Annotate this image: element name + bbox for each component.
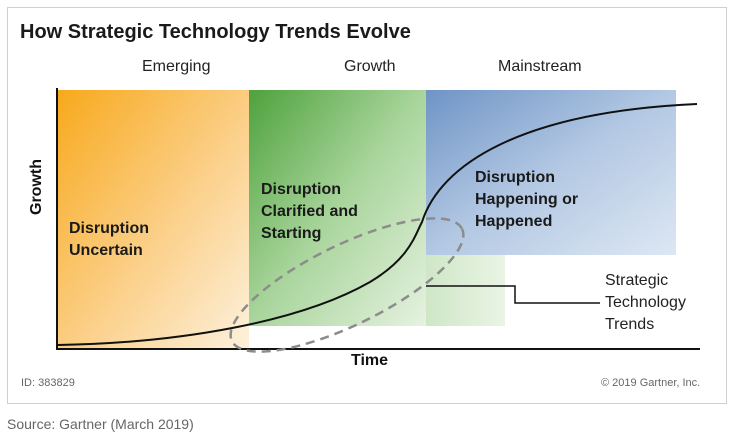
trend-curve [57, 103, 698, 346]
transition-ellipse [229, 217, 465, 353]
callout-leader [426, 285, 600, 304]
footer-copyright: © 2019 Gartner, Inc. [601, 377, 701, 389]
zone-growth [249, 90, 426, 326]
source-caption: Source: Gartner (March 2019) [7, 416, 194, 432]
zone-mainstream [426, 90, 676, 255]
callout-label: Strategic Technology Trends [605, 272, 686, 333]
y-axis-label: Growth [28, 159, 45, 215]
diagram-title: How Strategic Technology Trends Evolve [20, 21, 411, 43]
zone-label-clarified: Disruption Clarified and Starting [261, 181, 358, 242]
phase-mainstream: Mainstream [498, 58, 582, 75]
phase-growth: Growth [344, 58, 396, 75]
footer-id: ID: 383829 [21, 377, 75, 389]
phase-emerging: Emerging [142, 58, 211, 75]
zone-growth-tail [426, 255, 505, 326]
zone-emerging [58, 90, 249, 348]
zone-label-uncertain: Disruption Uncertain [69, 220, 149, 259]
zone-label-happening: Disruption Happening or Happened [475, 169, 579, 230]
x-axis-label: Time [351, 352, 389, 369]
